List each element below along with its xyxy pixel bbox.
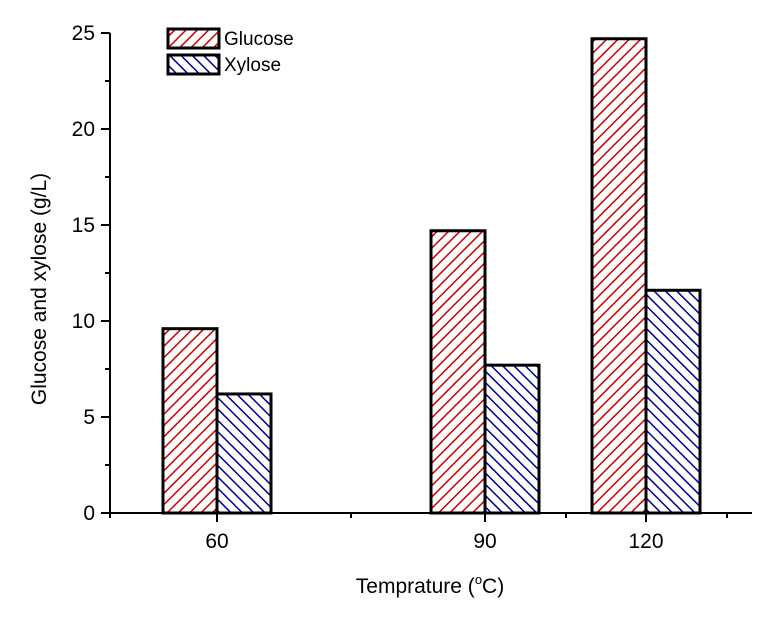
y-tick-label: 5 [83, 406, 95, 429]
legend-label-glucose: Glucose [224, 29, 294, 50]
y-tick-label: 0 [83, 502, 95, 525]
legend-swatch-glucose [166, 27, 221, 50]
legend-label-xylose: Xylose [224, 55, 281, 76]
x-axis-title-main: Temprature ( [356, 575, 475, 598]
legend-swatch-xylose [166, 53, 221, 76]
y-tick-label: 20 [72, 118, 95, 141]
x-tick-label: 60 [205, 530, 228, 553]
bar-glucose-120 [590, 37, 648, 515]
y-tick-label: 15 [72, 214, 95, 237]
x-axis-title-end: C) [482, 575, 504, 598]
axes-layer: 0 5 10 15 20 25 60 90 120 [72, 22, 752, 553]
y-tick-label: 25 [72, 22, 95, 45]
x-axis-title-superscript: o [475, 572, 482, 587]
x-tick-label: 90 [473, 530, 496, 553]
legend: Glucose Xylose [166, 27, 294, 76]
y-axis-title: Glucose and xylose (g/L) [28, 173, 51, 405]
x-axis-title: Temprature (oC) [356, 572, 504, 598]
bars-layer [161, 37, 702, 515]
bar-glucose-60 [161, 327, 219, 515]
bar-xylose-60 [215, 392, 273, 515]
bar-glucose-90 [429, 229, 487, 515]
y-tick-label: 10 [72, 310, 95, 333]
x-tick-label: 120 [628, 530, 663, 553]
bar-xylose-120 [644, 288, 702, 515]
bar-xylose-90 [483, 363, 541, 515]
